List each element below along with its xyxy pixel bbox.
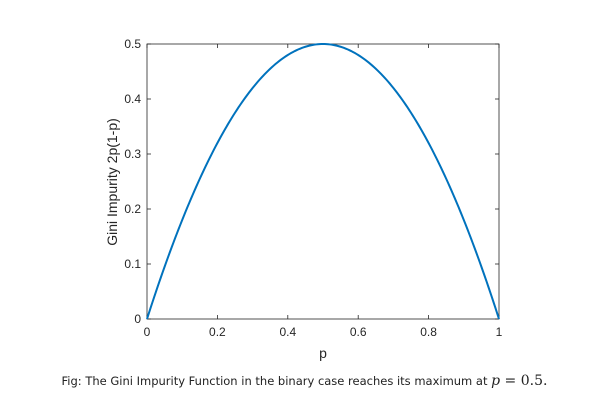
caption-math-variable: p (491, 373, 501, 389)
x-axis-label: p (319, 345, 327, 361)
y-tick-label: 0.5 (124, 37, 141, 51)
caption-math-value: = 0.5. (500, 373, 548, 389)
x-tick-label: 0 (144, 325, 151, 339)
x-tick-label: 0.6 (350, 325, 367, 339)
plot-area: 0 0.2 0.4 0.6 0.8 1 0 0.1 0.2 0.3 0.4 0.5 (124, 37, 502, 339)
x-tick-label: 1 (496, 325, 503, 339)
series-line (146, 42, 500, 320)
x-tick-label: 0.8 (420, 325, 437, 339)
y-tick-label: 0 (134, 312, 141, 326)
y-tick-label: 0.3 (124, 147, 141, 161)
y-tick-label: 0.1 (124, 257, 141, 271)
chart: 0 0.2 0.4 0.6 0.8 1 0 0.1 0.2 0.3 0.4 0.5 Gini Impu… (104, 37, 503, 361)
axes-box (146, 43, 500, 320)
y-tick-label: 0.2 (124, 202, 141, 216)
y-tick-label: 0.4 (124, 92, 141, 106)
figure-caption: Fig: The Gini Impurity Function in the b… (0, 373, 609, 389)
y-axis-label: Gini Impurity 2p(1-p) (104, 118, 120, 246)
caption-text: Fig: The Gini Impurity Function in the b… (61, 374, 492, 388)
caption-math: p = 0.5. (491, 373, 547, 389)
x-tick-label: 0.4 (279, 325, 296, 339)
x-tick-label: 0.2 (209, 325, 226, 339)
